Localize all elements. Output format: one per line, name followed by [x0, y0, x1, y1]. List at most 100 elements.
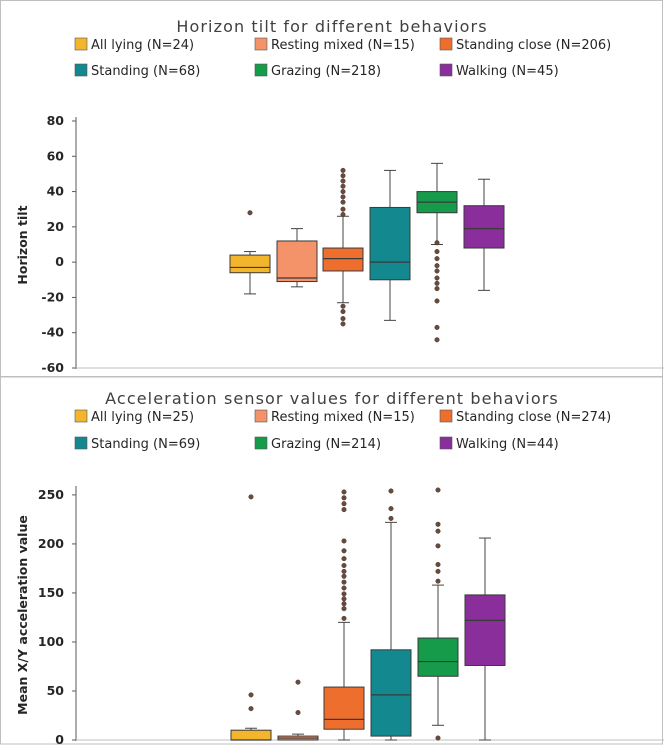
y-tick-label: -20 — [41, 289, 64, 304]
legend-label: Standing (N=69) — [91, 437, 200, 452]
box — [229, 254, 271, 274]
outlier-point — [388, 515, 394, 521]
box — [464, 594, 506, 666]
legend-label: Grazing (N=214) — [271, 437, 381, 452]
outlier-point — [340, 189, 346, 195]
outlier-point — [340, 167, 346, 173]
panel-1-frame — [0, 0, 663, 377]
outlier-point — [434, 298, 440, 304]
outlier-point — [295, 679, 301, 685]
legend-swatch — [74, 409, 88, 423]
outlier-point — [435, 521, 441, 527]
outlier-point — [341, 615, 347, 621]
legend-label: Grazing (N=218) — [271, 64, 381, 79]
outlier-point — [341, 538, 347, 544]
outlier-point — [341, 489, 347, 495]
outlier-point — [434, 240, 440, 246]
legend-swatch — [439, 436, 453, 450]
outlier-point — [434, 324, 440, 330]
y-tick-label: 200 — [38, 536, 64, 551]
chart-1-title: Horizon tilt for different behaviors — [176, 17, 487, 36]
y-tick-label: 80 — [47, 113, 65, 128]
chart-2-title: Acceleration sensor values for different… — [105, 389, 559, 408]
y-tick-label: 100 — [38, 634, 64, 649]
y-tick-label: 40 — [47, 184, 65, 199]
legend-swatch — [254, 63, 268, 77]
outlier-point — [434, 337, 440, 343]
outlier-point — [435, 735, 441, 741]
outlier-point — [340, 183, 346, 189]
chart-2-legend: All lying (N=25) Resting mixed (N=15) Stan… — [74, 409, 611, 452]
chart-1-legend: All lying (N=24) Resting mixed (N=15) Stan… — [74, 37, 611, 79]
outlier-point — [434, 280, 440, 286]
outlier-point — [434, 275, 440, 281]
y-tick-label: 20 — [47, 219, 65, 234]
outlier-point — [435, 528, 441, 534]
legend-swatch — [254, 37, 268, 51]
outlier-point — [341, 495, 347, 501]
outlier-point — [340, 321, 346, 327]
legend-label: Resting mixed (N=15) — [271, 38, 415, 53]
legend-label: All lying (N=25) — [91, 410, 194, 425]
outlier-point — [247, 210, 253, 216]
outlier-point — [341, 585, 347, 591]
legend-label: Standing close (N=206) — [456, 38, 611, 53]
outlier-point — [341, 556, 347, 562]
outlier-point — [434, 268, 440, 274]
box — [230, 729, 272, 741]
box — [276, 240, 318, 283]
legend-label: All lying (N=24) — [91, 38, 194, 53]
outlier-point — [295, 710, 301, 716]
legend-swatch — [439, 37, 453, 51]
outlier-point — [341, 579, 347, 585]
outlier-point — [341, 596, 347, 602]
y-tick-label: 0 — [55, 254, 64, 269]
outlier-point — [434, 286, 440, 292]
chart-1-y-axis-label: Horizon tilt — [15, 205, 30, 284]
outlier-point — [248, 494, 254, 500]
outlier-point — [341, 591, 347, 597]
box — [417, 637, 459, 677]
y-tick-label: 50 — [47, 683, 65, 698]
legend-swatch — [74, 63, 88, 77]
outlier-point — [434, 256, 440, 262]
outlier-point — [341, 568, 347, 574]
legend-swatch — [254, 409, 268, 423]
legend-label: Walking (N=45) — [456, 64, 559, 79]
outlier-point — [435, 487, 441, 493]
box — [322, 247, 364, 272]
chart-1-plot: 80 60 40 20 0 -20 -40 -60 — [41, 113, 664, 375]
outlier-point — [248, 692, 254, 698]
y-tick-label: 60 — [47, 148, 65, 163]
box — [463, 205, 505, 249]
outlier-point — [341, 573, 347, 579]
legend-label: Resting mixed (N=15) — [271, 410, 415, 425]
legend-swatch — [74, 37, 88, 51]
outlier-point — [341, 562, 347, 568]
outlier-point — [248, 706, 254, 712]
box — [370, 649, 412, 737]
outlier-point — [340, 194, 346, 200]
outlier-point — [340, 173, 346, 179]
outlier-point — [340, 178, 346, 184]
outlier-point — [341, 548, 347, 554]
box — [369, 206, 411, 281]
y-tick-label: 250 — [38, 487, 64, 502]
chart-2-plot: 250 200 150 100 50 0 — [38, 486, 664, 745]
outlier-point — [341, 501, 347, 507]
y-tick-label: 0 — [55, 732, 64, 745]
legend-swatch — [439, 409, 453, 423]
y-tick-label: 150 — [38, 585, 64, 600]
legend-swatch — [74, 436, 88, 450]
legend-swatch — [254, 436, 268, 450]
outlier-point — [434, 249, 440, 255]
legend-label: Walking (N=44) — [456, 437, 559, 452]
outlier-point — [340, 309, 346, 315]
outlier-point — [434, 263, 440, 269]
chart-2-y-axis-label: Mean X/Y acceleration value — [15, 515, 30, 715]
outlier-point — [388, 506, 394, 512]
box — [323, 686, 365, 730]
outlier-point — [340, 199, 346, 205]
outlier-point — [341, 606, 347, 612]
